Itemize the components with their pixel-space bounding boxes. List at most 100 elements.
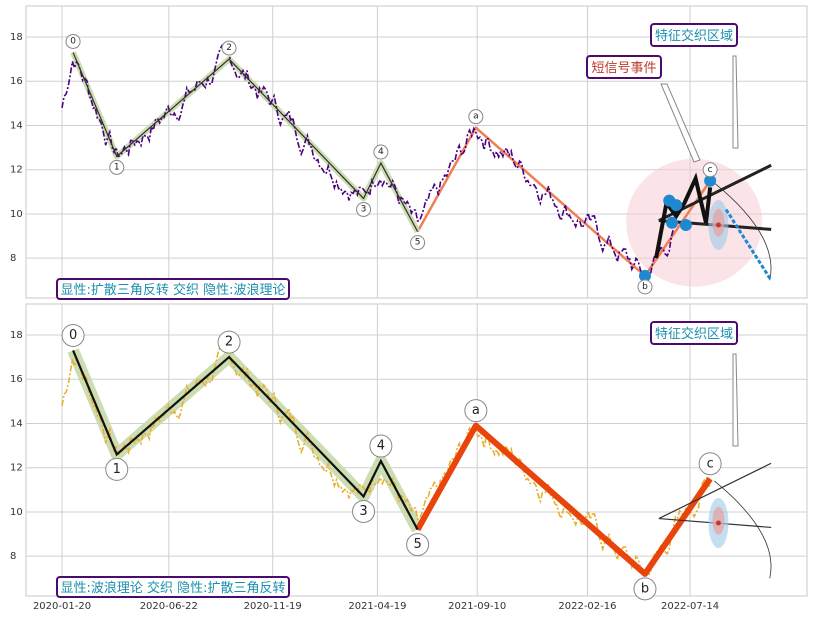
top-callouts: 特征交织区域 短信号事件 [586, 23, 739, 163]
wave-label-circle [637, 279, 653, 295]
top-markers [638, 174, 717, 282]
x-tick-label: 2020-06-22 [140, 601, 198, 612]
x-tick-label: 2020-01-20 [33, 601, 91, 612]
top-annotation-box [56, 278, 290, 300]
wave-label-circle [698, 452, 722, 476]
wave-label-text: 0 [69, 328, 77, 343]
y-tick-label: 12 [10, 165, 23, 176]
y-tick-label: 8 [10, 253, 16, 264]
projection-center-dot [715, 520, 721, 526]
bottom-wave-lines [72, 350, 419, 531]
bottom-triangle-pattern [658, 462, 772, 579]
y-tick-label: 14 [10, 418, 23, 429]
bottom-annotation-text: 显性:波浪理论 交织 隐性:扩散三角反转 [60, 580, 285, 596]
bottom-feature-zone-arrow [732, 353, 739, 447]
projection-arc [714, 182, 772, 281]
wave-label-text: 4 [378, 147, 384, 157]
wave-label-circle [468, 109, 484, 125]
wave-label-text: 3 [359, 504, 367, 519]
wave-label-circle [369, 434, 393, 458]
wave-label-text: 2 [226, 43, 232, 53]
top-short-signal-label: 短信号事件 [591, 61, 656, 76]
projection-center-dot [715, 222, 721, 228]
top-short-signal-box [586, 55, 662, 79]
y-tick-label: 18 [10, 32, 23, 43]
bottom-feature-zone-label: 特征交织区域 [655, 326, 733, 342]
y-tick-label: 18 [10, 330, 23, 341]
signal-marker [670, 199, 683, 212]
top-feature-zone-box [650, 23, 738, 47]
wave-label-text: b [641, 581, 649, 596]
y-tick-label: 12 [10, 463, 23, 474]
signal-marker [704, 174, 717, 187]
wave-label-circle [633, 577, 657, 601]
projection-arc [714, 480, 772, 579]
bottom-callouts: 特征交织区域 [650, 321, 739, 447]
wave-label-text: 4 [377, 439, 385, 454]
wave-label-circle [61, 323, 85, 347]
y-tick-label: 14 [10, 120, 23, 131]
wave-label-circle [410, 235, 426, 251]
top-feature-zone-arrow [732, 55, 739, 149]
bottom-abc-lines [414, 422, 713, 577]
wave-label-text: 0 [70, 36, 76, 46]
y-tick-label: 10 [10, 209, 23, 220]
top-wave-lines [72, 52, 419, 232]
wave-label-text: 1 [113, 462, 121, 477]
top-annotation-text: 显性:扩散三角反转 交织 隐性:波浪理论 [60, 282, 285, 298]
wave-label-circle [221, 40, 237, 56]
wave-label-text: 3 [361, 204, 367, 214]
y-tick-label: 10 [10, 507, 23, 518]
wave-label-text: c [707, 456, 714, 471]
top-short-signal-arrow [660, 83, 701, 163]
wave-label-circle [105, 457, 129, 481]
wave-label-circle [352, 499, 376, 523]
signal-marker [679, 219, 692, 231]
top-feature-zone-label: 特征交织区域 [655, 28, 733, 44]
wave-label-text: c [708, 165, 713, 175]
price-line [61, 43, 677, 279]
wave-label-text: 2 [225, 335, 233, 350]
top-triangle-pattern [654, 163, 773, 282]
wave-label-text: 5 [415, 238, 421, 248]
wave-label-circle [464, 399, 488, 423]
wave-label-circle [217, 330, 241, 354]
x-tick-label: 2022-02-16 [558, 601, 616, 612]
top-wave-labels: 0 1 2 3 4 5 a b c [65, 33, 718, 295]
triangle-upper-line [658, 462, 772, 520]
impulse-wave-line [72, 52, 419, 232]
y-tick-label: 16 [10, 76, 23, 87]
wave-label-circle [702, 162, 718, 178]
x-tick-label: 2020-11-19 [244, 601, 302, 612]
bottom-feature-zone-box [650, 321, 738, 345]
y-tick-label: 8 [10, 551, 16, 562]
wave-label-circle [373, 144, 389, 160]
top-y-ticks: 8 10 12 14 16 18 [10, 32, 23, 264]
wave-label-text: b [642, 282, 648, 292]
wave-label-text: a [473, 112, 479, 122]
signal-marker [666, 216, 679, 229]
abc-correction-line [414, 422, 713, 577]
bottom-price-series [61, 341, 712, 577]
bottom-wave-labels: 0 1 2 3 4 5 a b c [61, 323, 722, 601]
wave-label-circle [406, 533, 430, 557]
wave-label-circle [356, 201, 372, 217]
wave-label-text: a [472, 403, 480, 418]
wave-label-circle [109, 159, 125, 175]
abc-correction-line [416, 126, 712, 278]
x-axis-ticks: 2020-01-20 2020-06-22 2020-11-19 2021-04-19… [33, 601, 719, 612]
bottom-annotation-box [56, 576, 290, 598]
top-price-series [61, 43, 677, 279]
y-tick-label: 16 [10, 374, 23, 385]
x-tick-label: 2022-07-14 [661, 601, 719, 612]
projection-down-line [724, 208, 773, 282]
price-line [61, 341, 712, 577]
wave-label-text: 5 [413, 537, 421, 552]
wave-label-text: 1 [114, 162, 120, 172]
top-abc-lines [416, 126, 712, 278]
signal-marker [638, 269, 651, 282]
wave-label-circle [65, 33, 81, 49]
